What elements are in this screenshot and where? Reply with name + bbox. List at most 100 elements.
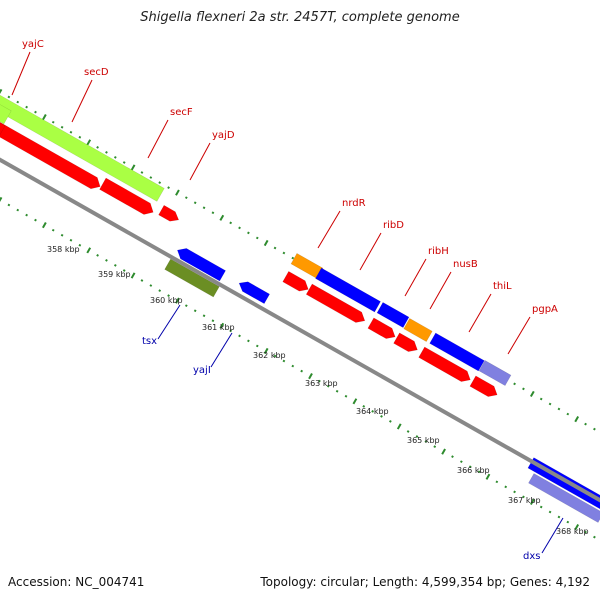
minor-tick	[282, 359, 286, 363]
minor-tick	[149, 176, 153, 179]
feature-tsx	[164, 258, 220, 298]
gene-label-nrdr: nrdR	[342, 198, 366, 209]
gene-leader-line	[507, 316, 531, 355]
scale-label: 367 kbp	[508, 496, 541, 505]
minor-tick	[522, 495, 525, 499]
scale-label: 366 kbp	[457, 466, 490, 475]
minor-tick	[247, 339, 250, 343]
feature-fwd-f	[469, 375, 498, 397]
minor-tick	[122, 269, 126, 272]
genome-summary: Topology: circular; Length: 4,599,354 bp…	[260, 575, 590, 589]
gene-leader-line	[404, 258, 427, 297]
gene-label-ribh: ribH	[428, 246, 449, 257]
minor-tick	[255, 236, 259, 240]
major-tick	[0, 196, 3, 203]
gene-label-thil: thiL	[493, 281, 512, 292]
minor-tick	[326, 384, 330, 388]
major-tick	[529, 390, 535, 398]
minor-tick	[96, 145, 99, 149]
minor-tick	[158, 181, 162, 184]
minor-tick	[25, 105, 28, 109]
minor-tick	[211, 319, 215, 323]
minor-tick	[468, 465, 472, 469]
gene-label-yaji: yajI	[193, 365, 211, 376]
feature-fwd-c-shape	[367, 317, 396, 339]
minor-tick	[78, 243, 82, 247]
minor-tick	[60, 125, 64, 129]
minor-tick	[113, 156, 117, 159]
gene-leader-line	[147, 119, 169, 159]
minor-tick	[415, 435, 419, 438]
feature-fwd-a-shape	[282, 271, 309, 292]
gene-label-yajc: yajC	[22, 39, 44, 50]
gene-leader-line	[429, 271, 452, 310]
major-tick	[130, 272, 136, 279]
minor-tick	[16, 100, 20, 104]
gene-label-secf: secF	[170, 107, 193, 118]
major-tick	[42, 114, 47, 121]
gene-leader-line	[468, 293, 492, 333]
minor-tick	[193, 201, 197, 205]
feature-cds-1	[0, 121, 101, 190]
minor-tick	[69, 238, 73, 242]
minor-tick	[16, 208, 20, 212]
minor-tick	[105, 259, 108, 262]
minor-tick	[318, 379, 321, 383]
gene-label-yajd: yajD	[212, 130, 235, 141]
gene-leader-line	[71, 79, 93, 123]
minor-tick	[300, 369, 304, 373]
minor-tick	[193, 309, 197, 313]
feature-thil	[429, 332, 485, 372]
minor-tick	[34, 218, 37, 222]
minor-tick	[433, 445, 437, 448]
inner-tick-ring	[0, 196, 596, 539]
feature-fwd-f-shape	[469, 375, 498, 397]
minor-tick	[25, 213, 28, 217]
feature-yajc-shape	[0, 99, 12, 125]
minor-tick	[273, 246, 277, 250]
minor-tick	[51, 228, 55, 232]
minor-tick	[140, 279, 144, 282]
scale-label: 358 kbp	[47, 245, 80, 254]
major-tick	[175, 189, 180, 196]
feature-secd-secf	[0, 94, 165, 202]
gene-leader-line	[157, 304, 181, 340]
gene-label-tsx: tsx	[142, 336, 157, 347]
minor-tick	[380, 415, 383, 418]
major-tick	[175, 297, 180, 304]
minor-tick	[557, 407, 561, 411]
minor-tick	[167, 186, 170, 189]
feature-cds-2-shape	[99, 177, 154, 215]
feature-yaji-shape	[238, 281, 270, 305]
feature-fwd-c	[367, 317, 396, 339]
minor-tick	[202, 314, 206, 318]
feature-fwd-e-shape	[418, 346, 471, 382]
minor-tick	[282, 251, 286, 255]
major-tick	[263, 347, 269, 355]
feature-fwd-b	[305, 283, 366, 323]
minor-tick	[211, 211, 215, 215]
minor-tick	[78, 135, 82, 139]
major-tick	[308, 373, 313, 380]
minor-tick	[513, 382, 516, 386]
scale-label: 368 kbp	[556, 527, 589, 536]
feature-ribh	[376, 302, 410, 328]
minor-tick	[34, 110, 37, 114]
feature-cds-3	[158, 204, 180, 222]
feature-cds-3-shape	[158, 204, 180, 222]
major-tick	[352, 398, 358, 405]
feature-fwd-b-shape	[305, 283, 366, 323]
major-tick	[130, 164, 136, 171]
minor-tick	[371, 409, 374, 413]
feature-dxs	[528, 473, 600, 523]
minor-tick	[96, 253, 99, 257]
feature-ribd-shape	[315, 267, 381, 313]
minor-tick	[566, 412, 570, 416]
gene-leader-line	[210, 332, 233, 368]
scale-label: 361 kbp	[202, 323, 235, 332]
minor-tick	[105, 151, 108, 154]
feature-ribh-shape	[376, 302, 410, 328]
minor-tick	[548, 402, 552, 406]
minor-tick	[69, 130, 73, 134]
